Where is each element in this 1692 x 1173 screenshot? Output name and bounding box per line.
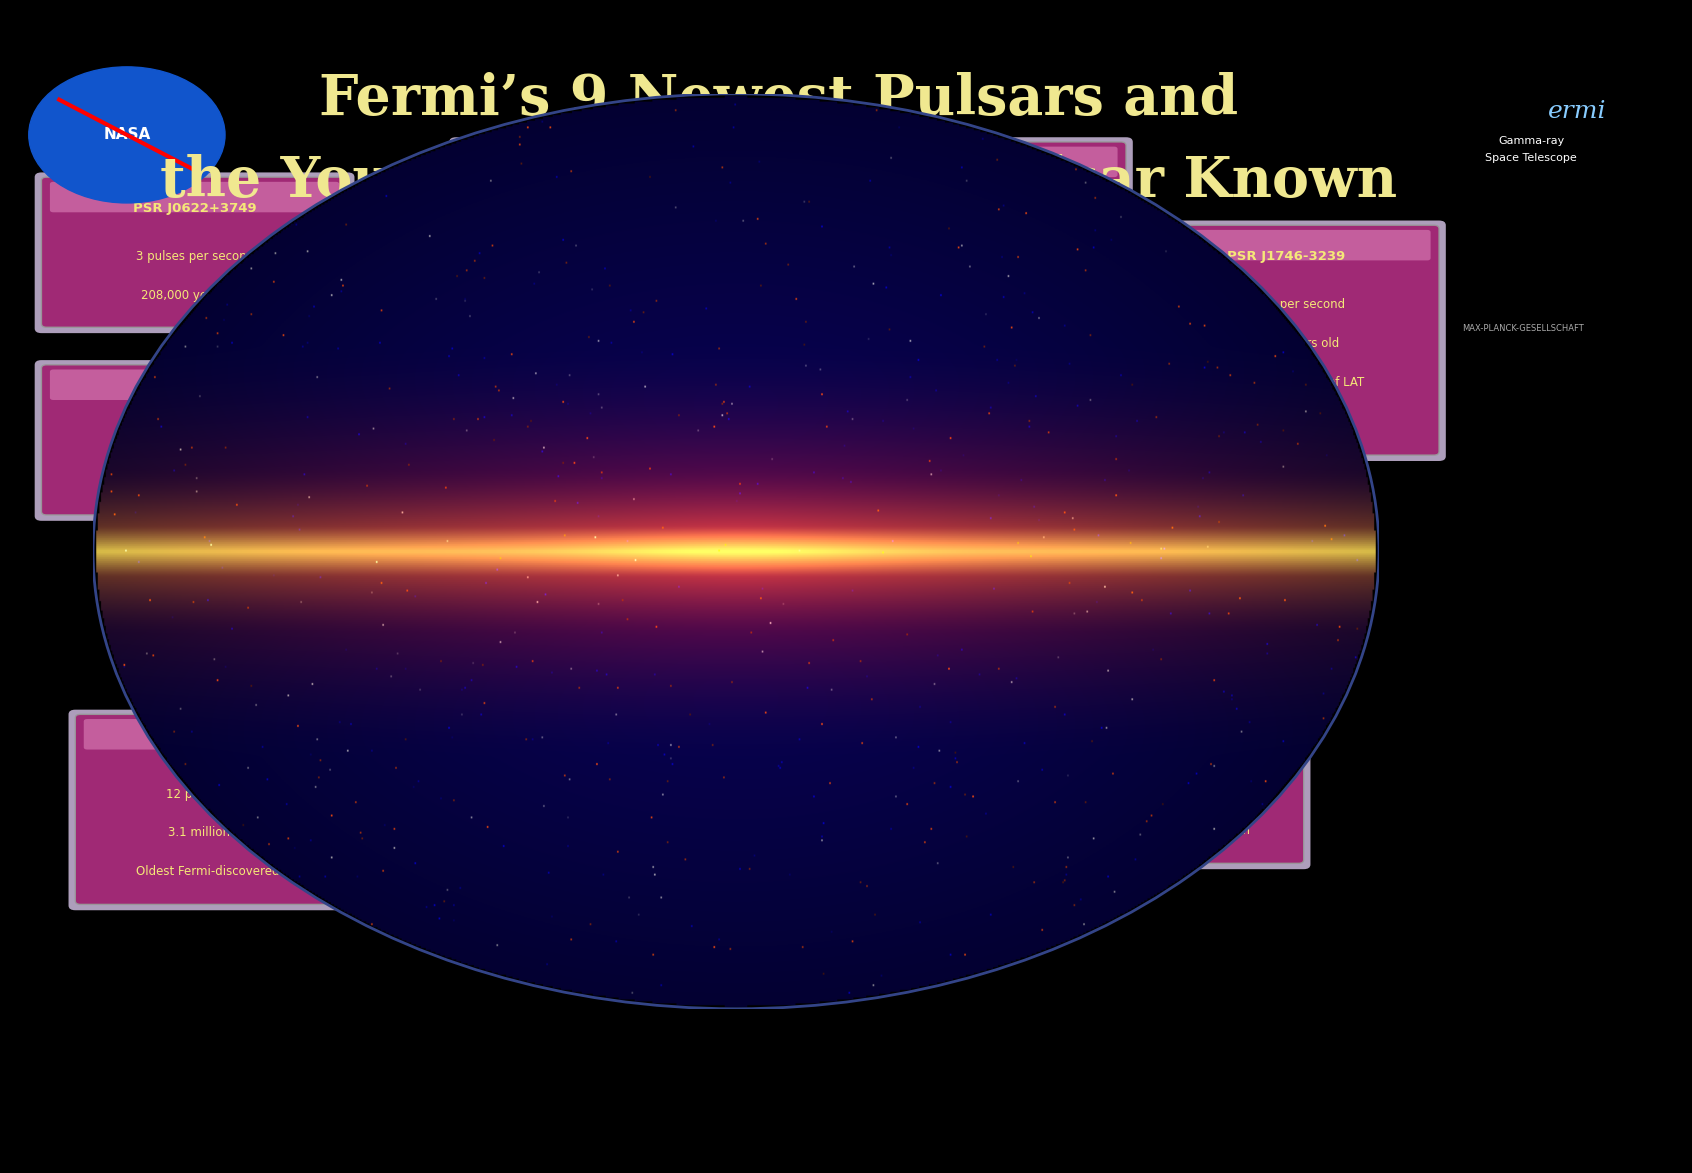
Text: Shows large spin irregularities: Shows large spin irregularities (545, 800, 724, 814)
FancyBboxPatch shape (1005, 678, 1296, 708)
FancyBboxPatch shape (85, 719, 372, 750)
Text: 86,000 years old: 86,000 years old (924, 253, 1022, 267)
Text: 25 million years old: 25 million years old (780, 838, 895, 852)
Text: blind-search pulsars: blind-search pulsars (1227, 414, 1345, 428)
FancyBboxPatch shape (464, 147, 753, 177)
Text: PSR J1803-2149: PSR J1803-2149 (914, 167, 1032, 181)
Text: 3.1 million years old: 3.1 million years old (169, 826, 288, 840)
Circle shape (29, 67, 225, 203)
Text: 12 pulses per second: 12 pulses per second (166, 787, 291, 801)
Text: 5.8 pulses per second: 5.8 pulses per second (1086, 746, 1215, 760)
Text: PSR J0106+4855: PSR J0106+4855 (166, 739, 291, 753)
Text: PSR J1620-4927: PSR J1620-4927 (1091, 698, 1210, 712)
FancyBboxPatch shape (1125, 221, 1445, 461)
Text: PSR J0622+3749: PSR J0622+3749 (132, 202, 257, 216)
Text: PSR J1746-3239: PSR J1746-3239 (1227, 250, 1345, 264)
Text: 260,000 years old: 260,000 years old (1098, 785, 1203, 799)
FancyBboxPatch shape (1132, 225, 1438, 455)
Text: MAX-PLANCK-GESELLSCHAFT: MAX-PLANCK-GESELLSCHAFT (1462, 324, 1584, 333)
Text: Youngest millisecond pulsar: Youngest millisecond pulsar (755, 876, 920, 890)
Ellipse shape (93, 94, 1379, 1009)
Text: 9.4 pulses per second: 9.4 pulses per second (909, 215, 1037, 229)
FancyBboxPatch shape (455, 330, 761, 480)
Text: Among the weakest of LAT: Among the weakest of LAT (1208, 375, 1364, 389)
FancyBboxPatch shape (684, 726, 990, 916)
Text: 4.4 pulses per second: 4.4 pulses per second (545, 215, 673, 229)
Text: PSR J2111+4606: PSR J2111+4606 (572, 674, 697, 689)
FancyBboxPatch shape (51, 182, 338, 212)
Text: 5 pulses per second: 5 pulses per second (1227, 298, 1345, 312)
FancyBboxPatch shape (42, 365, 349, 515)
FancyBboxPatch shape (76, 714, 381, 904)
FancyBboxPatch shape (36, 172, 355, 333)
FancyBboxPatch shape (69, 710, 389, 910)
Text: 1st discovery of Hannover search: 1st discovery of Hannover search (1051, 823, 1250, 838)
Text: Fermi’s 9 Newest Pulsars and: Fermi’s 9 Newest Pulsars and (318, 73, 1239, 127)
Text: 560,000 years old: 560,000 years old (142, 476, 247, 490)
Text: Gamma-ray: Gamma-ray (1497, 136, 1565, 145)
FancyBboxPatch shape (677, 721, 997, 922)
FancyBboxPatch shape (42, 177, 349, 327)
Text: PSR J2028+3332: PSR J2028+3332 (547, 354, 672, 368)
Text: 5.7 pulses per second: 5.7 pulses per second (545, 402, 673, 416)
Text: 580,000 years old: 580,000 years old (557, 441, 662, 455)
Text: Oldest Fermi-discovered pulsar: Oldest Fermi-discovered pulsar (137, 865, 320, 879)
Text: 208,000 years old: 208,000 years old (142, 289, 247, 303)
FancyBboxPatch shape (464, 334, 753, 365)
Text: ermi: ermi (1548, 100, 1607, 123)
Text: 183.8 pulses per second: 183.8 pulses per second (765, 799, 910, 813)
FancyBboxPatch shape (992, 669, 1310, 869)
Text: the Youngest Millisecond Pulsar Known: the Youngest Millisecond Pulsar Known (159, 155, 1398, 209)
Text: 560,000 years old: 560,000 years old (557, 253, 662, 267)
FancyBboxPatch shape (1140, 230, 1430, 260)
Text: 6.3 pulses per second: 6.3 pulses per second (570, 723, 699, 737)
Text: 3 pulses per second: 3 pulses per second (135, 250, 254, 264)
FancyBboxPatch shape (692, 731, 981, 761)
FancyBboxPatch shape (481, 650, 787, 840)
FancyBboxPatch shape (474, 645, 794, 846)
Text: PSR J2139+4716: PSR J2139+4716 (134, 389, 255, 404)
Text: 3.5 pulses per second: 3.5 pulses per second (130, 438, 259, 452)
Text: PSR J2030+4415: PSR J2030+4415 (547, 167, 672, 181)
Text: Space Telescope: Space Telescope (1486, 154, 1577, 163)
FancyBboxPatch shape (455, 142, 761, 292)
Text: 18,000 million years old: 18,000 million years old (563, 761, 706, 775)
FancyBboxPatch shape (51, 369, 338, 400)
FancyBboxPatch shape (819, 142, 1125, 292)
Text: PSR J1823-3021A: PSR J1823-3021A (773, 751, 902, 765)
FancyBboxPatch shape (827, 147, 1117, 177)
FancyBboxPatch shape (448, 137, 768, 298)
FancyBboxPatch shape (448, 325, 768, 486)
FancyBboxPatch shape (36, 360, 355, 521)
Text: 480,000 years old: 480,000 years old (1233, 337, 1338, 351)
FancyBboxPatch shape (812, 137, 1132, 298)
FancyBboxPatch shape (489, 655, 778, 685)
Text: NASA: NASA (103, 128, 151, 142)
FancyBboxPatch shape (998, 673, 1303, 863)
